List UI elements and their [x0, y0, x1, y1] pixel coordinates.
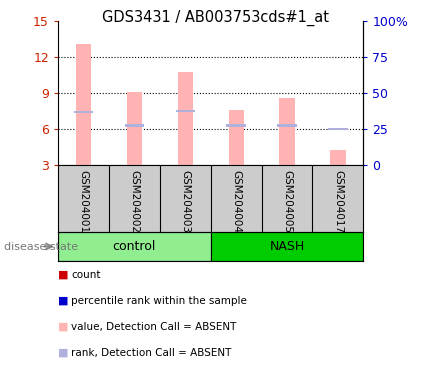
Text: GSM204003: GSM204003 — [180, 170, 190, 233]
Bar — [178, 71, 193, 165]
Text: percentile rank within the sample: percentile rank within the sample — [71, 296, 247, 306]
Bar — [330, 149, 346, 165]
Text: disease state: disease state — [4, 242, 78, 252]
Text: GSM204001: GSM204001 — [79, 170, 89, 233]
Text: ■: ■ — [58, 322, 68, 332]
Text: GDS3431 / AB003753cds#1_at: GDS3431 / AB003753cds#1_at — [101, 10, 329, 26]
Bar — [125, 124, 144, 127]
Text: ■: ■ — [58, 296, 68, 306]
Text: count: count — [71, 270, 101, 280]
Text: control: control — [113, 240, 156, 253]
Bar — [227, 124, 246, 127]
Text: GSM204002: GSM204002 — [129, 170, 139, 233]
Bar — [277, 124, 297, 127]
Text: ■: ■ — [58, 348, 68, 358]
Text: GSM204005: GSM204005 — [282, 170, 292, 233]
Text: rank, Detection Call = ABSENT: rank, Detection Call = ABSENT — [71, 348, 231, 358]
Bar — [228, 110, 244, 165]
Text: ■: ■ — [58, 270, 68, 280]
Bar — [127, 92, 142, 165]
Text: value, Detection Call = ABSENT: value, Detection Call = ABSENT — [71, 322, 236, 332]
Bar — [280, 98, 295, 165]
Text: NASH: NASH — [270, 240, 304, 253]
Text: GSM204017: GSM204017 — [333, 170, 343, 233]
Bar — [175, 110, 195, 112]
Bar — [76, 44, 91, 165]
Bar — [328, 128, 347, 130]
Bar — [211, 232, 363, 261]
Bar — [74, 111, 93, 113]
Bar — [58, 232, 211, 261]
Text: GSM204004: GSM204004 — [231, 170, 241, 233]
